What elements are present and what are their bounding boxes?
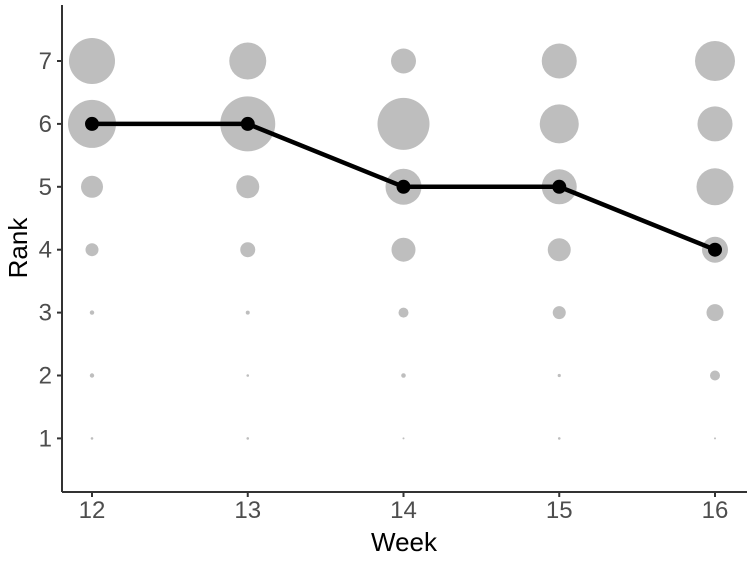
bubble-week14-rank1: [402, 437, 405, 440]
bubble-week16-rank7: [695, 41, 735, 81]
y-tick-label-1: 1: [39, 425, 52, 452]
bubble-week13-rank4: [240, 242, 256, 258]
bubble-week12-rank3: [89, 310, 95, 315]
trend-point-week12: [85, 116, 99, 131]
bubble-week15-rank1: [557, 437, 561, 440]
bubble-week12-rank5: [81, 175, 103, 198]
y-tick-label-5: 5: [39, 174, 52, 201]
bubble-week13-rank5: [236, 175, 260, 199]
trend-point-week14: [396, 179, 411, 194]
bubble-week15-rank3: [552, 306, 566, 320]
trend-point-week13: [240, 116, 255, 131]
axes-layer: [57, 5, 747, 497]
bubble-week12-rank2: [89, 373, 95, 378]
trend-point-week16: [708, 242, 722, 257]
y-tick-label-3: 3: [39, 300, 52, 327]
x-axis-title: Week: [371, 527, 438, 557]
bubble-week14-rank7: [391, 48, 416, 74]
bubble-week12-rank7: [69, 38, 115, 84]
bubble-week14-rank4: [391, 237, 416, 262]
bubble-week14-rank2: [401, 373, 406, 378]
x-tick-label-12: 12: [79, 497, 106, 524]
x-tick-label-14: 14: [390, 497, 417, 524]
bubble-week13-rank2: [246, 374, 250, 377]
x-tick-label-16: 16: [702, 497, 729, 524]
bubble-week13-rank3: [245, 310, 250, 315]
bubbles-layer: [68, 38, 735, 440]
bubble-week16-rank2: [710, 370, 720, 381]
bubble-week16-rank5: [696, 168, 734, 206]
y-tick-label-7: 7: [39, 48, 52, 75]
bubble-week16-rank1: [714, 437, 716, 440]
bubble-week15-rank6: [539, 104, 579, 144]
bubble-week15-rank7: [541, 43, 577, 79]
bubble-week12-rank1: [90, 437, 94, 440]
bubble-week14-rank3: [398, 307, 409, 318]
bubble-week12-rank4: [85, 243, 99, 257]
y-tick-label-6: 6: [39, 111, 52, 138]
bubble-week16-rank6: [697, 106, 733, 142]
bubble-week15-rank2: [557, 373, 561, 378]
bubble-week15-rank4: [547, 238, 571, 262]
y-tick-label-4: 4: [39, 237, 52, 264]
bubble-week16-rank3: [706, 304, 724, 322]
x-tick-label-13: 13: [234, 497, 261, 524]
bubble-week14-rank6: [377, 97, 430, 150]
y-tick-label-2: 2: [39, 363, 52, 390]
bubble-week13-rank7: [229, 42, 267, 80]
y-axis-title: Rank: [3, 217, 33, 279]
trend-line-layer: [85, 116, 722, 257]
x-tick-label-15: 15: [546, 497, 573, 524]
trend-point-week15: [552, 179, 567, 194]
bubble-week13-rank1: [246, 437, 250, 440]
